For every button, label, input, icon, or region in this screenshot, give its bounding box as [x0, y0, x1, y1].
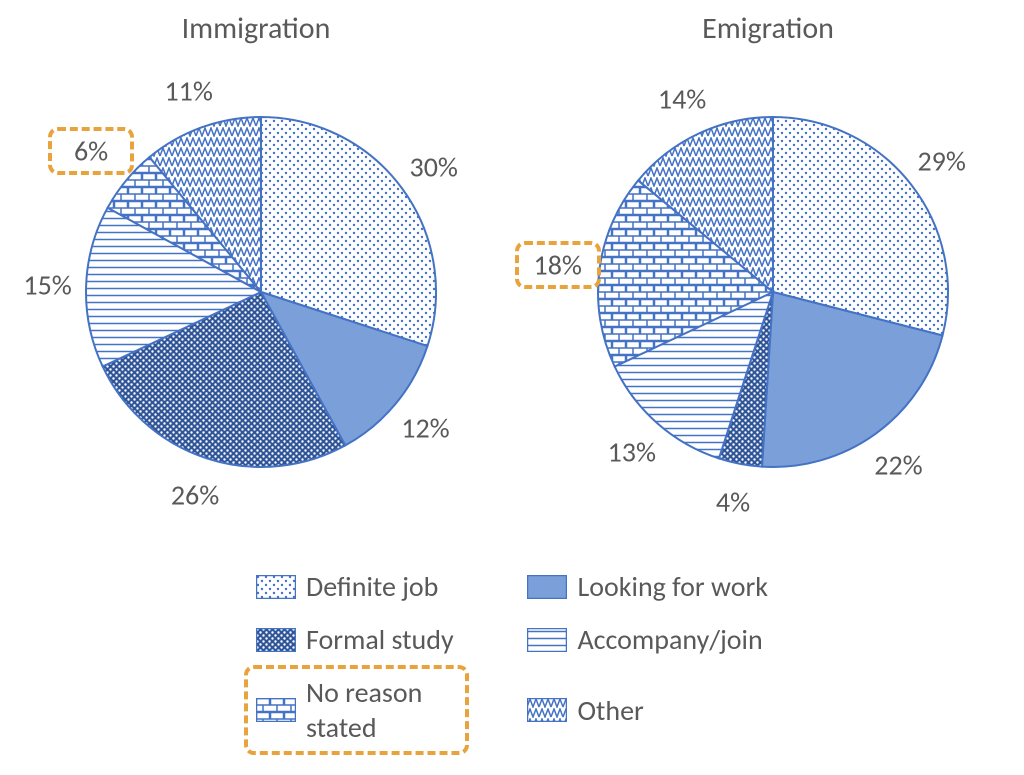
- legend-swatch: [256, 575, 296, 599]
- slice-label: 26%: [171, 478, 219, 513]
- chart-cell: Emigration29%22%4%13%18%14%: [528, 10, 1008, 537]
- legend-label: Other: [577, 693, 643, 728]
- chart-title: Immigration: [16, 10, 496, 47]
- slice-label: 13%: [608, 435, 656, 470]
- pie-svg: [16, 47, 506, 537]
- legend-swatch: [527, 575, 567, 599]
- slice-label: 4%: [716, 484, 750, 519]
- pie-wrap: 30%12%26%15%6%11%: [16, 47, 506, 537]
- highlight-box: [515, 241, 601, 289]
- slice-label: 30%: [410, 149, 458, 184]
- chart-cell: Immigration30%12%26%15%6%11%: [16, 10, 496, 537]
- legend-item-no_reason: No reason stated: [256, 675, 457, 745]
- legend-item-other: Other: [527, 675, 768, 745]
- legend: Definite job Looking for work Formal study…: [256, 569, 768, 745]
- legend-swatch: [527, 628, 567, 652]
- pie-wrap: 29%22%4%13%18%14%: [528, 47, 1018, 537]
- figure-root: { "canvas": { "width": 1024, "height": 7…: [0, 0, 1024, 775]
- legend-label: Formal study: [306, 622, 454, 657]
- legend-item-accompany_join: Accompany/join: [527, 622, 768, 657]
- slice-label: 22%: [874, 447, 922, 482]
- legend-label: Looking for work: [577, 569, 768, 604]
- legend-label: Accompany/join: [577, 622, 762, 657]
- charts-row: Immigration30%12%26%15%6%11%Emigration29…: [0, 0, 1024, 537]
- legend-swatch: [527, 698, 567, 722]
- pie-svg: [528, 47, 1018, 537]
- legend-item-formal_study: Formal study: [256, 622, 457, 657]
- highlight-box: [244, 665, 469, 755]
- chart-title: Emigration: [528, 10, 1008, 47]
- slice-label: 11%: [164, 74, 212, 109]
- slice-label: 29%: [917, 144, 965, 179]
- slice-label: 12%: [401, 411, 449, 446]
- legend-label: Definite job: [306, 569, 438, 604]
- slice-label: 14%: [658, 81, 706, 116]
- highlight-box: [48, 127, 134, 175]
- legend-item-looking_work: Looking for work: [527, 569, 768, 604]
- legend-swatch: [256, 628, 296, 652]
- slice-label: 15%: [23, 268, 71, 303]
- legend-item-definite_job: Definite job: [256, 569, 457, 604]
